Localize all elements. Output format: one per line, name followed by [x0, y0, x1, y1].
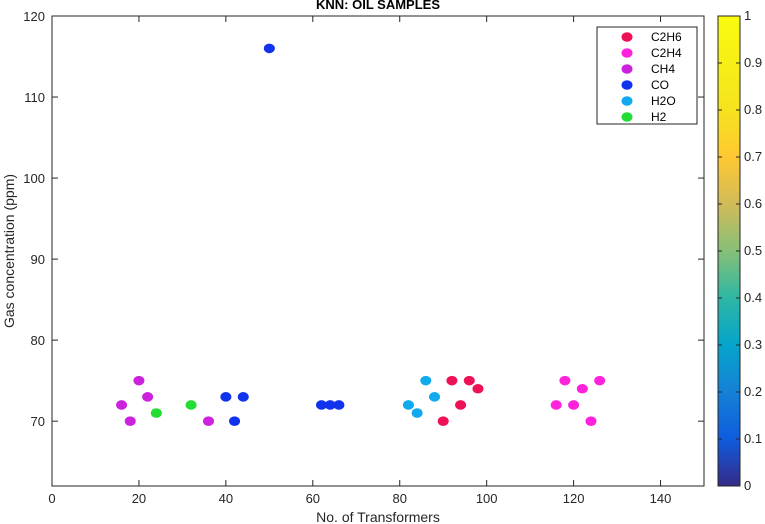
point-h2o	[420, 375, 432, 386]
colorbar-tick-label: 0.4	[744, 290, 762, 305]
point-c2h6	[437, 416, 449, 426]
x-axis-label: No. of Transformers	[316, 509, 440, 524]
colorbar-tick-label: 0.6	[744, 196, 762, 211]
x-axis: 0 20 40 60 80 100 120 140	[48, 16, 671, 506]
x-tick-label: 0	[48, 491, 55, 506]
point-c2h6	[455, 400, 467, 410]
point-c2h4	[585, 416, 597, 426]
legend-marker-c2h6	[621, 32, 633, 42]
point-h2	[150, 408, 162, 418]
point-c2h4	[576, 383, 588, 394]
colorbar-tick-label: 0.9	[744, 55, 762, 70]
point-co	[324, 400, 336, 410]
y-tick-label: 80	[31, 333, 45, 348]
point-c2h4	[559, 375, 571, 386]
legend-marker-co	[621, 80, 633, 90]
x-tick-label: 120	[563, 491, 585, 506]
y-axis-label: Gas concentration (ppm)	[1, 174, 17, 328]
y-tick-label: 110	[24, 90, 45, 105]
legend: C2H6 C2H4 CH4 CO H2O H2	[596, 26, 698, 125]
colorbar-tick-label: 0.8	[744, 102, 762, 117]
point-co	[263, 43, 275, 54]
point-co	[333, 400, 345, 410]
colorbar: 0 0.1 0.2 0.3 0.4 0.5 0.6 0.7 0.8 0.9 1	[717, 8, 762, 493]
legend-marker-ch4	[621, 64, 633, 74]
point-c2h4	[550, 400, 562, 410]
point-c2h4	[568, 400, 580, 410]
point-ch4	[202, 416, 214, 426]
point-ch4	[142, 392, 154, 402]
legend-box	[596, 26, 698, 125]
legend-label-c2h6: C2H6	[651, 30, 682, 44]
legend-label-h2o: H2O	[651, 94, 676, 108]
point-c2h6	[446, 375, 458, 386]
legend-marker-h2	[621, 112, 633, 122]
y-tick-label: 100	[23, 171, 45, 186]
plot-area	[51, 15, 705, 487]
x-tick-label: 80	[392, 491, 406, 506]
point-c2h4	[594, 375, 606, 386]
point-ch4	[133, 375, 145, 386]
point-c2h6	[472, 383, 484, 394]
point-h2o	[411, 408, 423, 418]
point-h2o	[429, 392, 441, 402]
legend-label-co: CO	[651, 78, 669, 92]
colorbar-tick-label: 0.1	[744, 431, 762, 446]
point-ch4	[124, 416, 136, 426]
point-h2	[185, 400, 197, 410]
point-h2o	[402, 400, 414, 410]
x-tick-label: 60	[306, 491, 320, 506]
colorbar-tick-label: 0.3	[744, 337, 762, 352]
chart-title: KNN: OIL SAMPLES	[316, 0, 440, 12]
colorbar-tick-label: 1	[744, 8, 751, 23]
y-tick-label: 70	[31, 414, 45, 429]
x-tick-label: 20	[132, 491, 146, 506]
legend-label-h2: H2	[651, 110, 667, 124]
data-points	[116, 43, 606, 426]
colorbar-tick-label: 0.2	[744, 384, 762, 399]
x-tick-label: 140	[650, 491, 672, 506]
x-tick-label: 40	[219, 491, 233, 506]
point-ch4	[116, 400, 128, 410]
legend-marker-c2h4	[621, 48, 633, 58]
y-tick-label: 120	[23, 9, 45, 24]
colorbar-tick-label: 0.7	[744, 149, 762, 164]
x-tick-label: 100	[476, 491, 498, 506]
point-c2h6	[463, 375, 475, 386]
y-tick-label: 90	[31, 252, 45, 267]
legend-marker-h2o	[621, 96, 633, 106]
colorbar-tick-label: 0.5	[744, 243, 762, 258]
y-axis: 70 80 90 100 110 120	[23, 9, 704, 429]
point-co	[220, 392, 232, 402]
legend-label-c2h4: C2H4	[651, 46, 682, 60]
legend-label-ch4: CH4	[651, 62, 675, 76]
colorbar-tick-label: 0	[744, 478, 751, 493]
point-co	[237, 392, 249, 402]
point-co	[315, 400, 327, 410]
point-co	[229, 416, 241, 426]
